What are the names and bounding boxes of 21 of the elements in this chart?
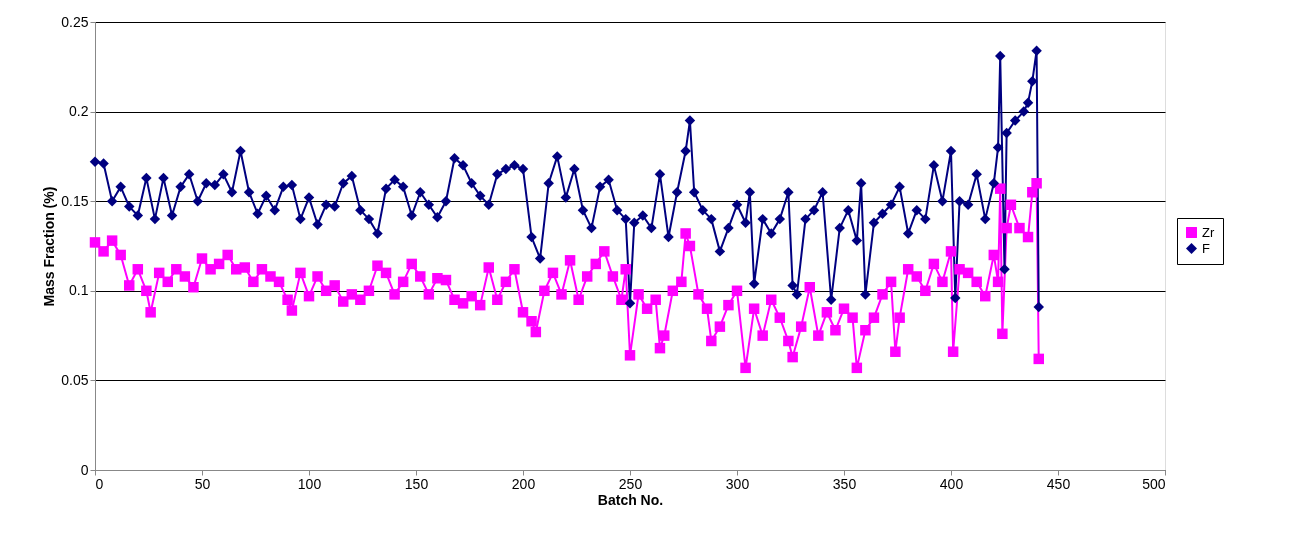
x-tick-label: 500 (1142, 475, 1166, 492)
x-tick-label: 450 (1046, 475, 1071, 492)
legend-label: F (1202, 240, 1210, 256)
x-axis-title: Batch No. (597, 491, 664, 508)
x-tick-label: 50 (194, 475, 211, 492)
y-tick-label: 0 (80, 461, 89, 478)
y-tick-label: 0.05 (61, 371, 89, 388)
y-tick-label: 0.25 (61, 13, 89, 30)
x-tick-label: 100 (297, 475, 322, 492)
x-tick-label: 150 (404, 475, 429, 492)
y-tick-label: 0.2 (69, 103, 89, 120)
x-tick-label: 300 (725, 475, 750, 492)
y-axis-title: Mass Fraction (%) (41, 186, 58, 307)
x-tick-label: 0 (95, 475, 104, 492)
x-tick-label: 250 (618, 475, 643, 492)
y-tick-label: 0.1 (69, 282, 89, 299)
y-tick-label: 0.15 (61, 192, 89, 209)
x-tick-label: 350 (832, 475, 857, 492)
x-tick-label: 200 (511, 475, 536, 492)
legend-label: Zr (1202, 224, 1215, 240)
x-tick-label: 400 (939, 475, 964, 492)
